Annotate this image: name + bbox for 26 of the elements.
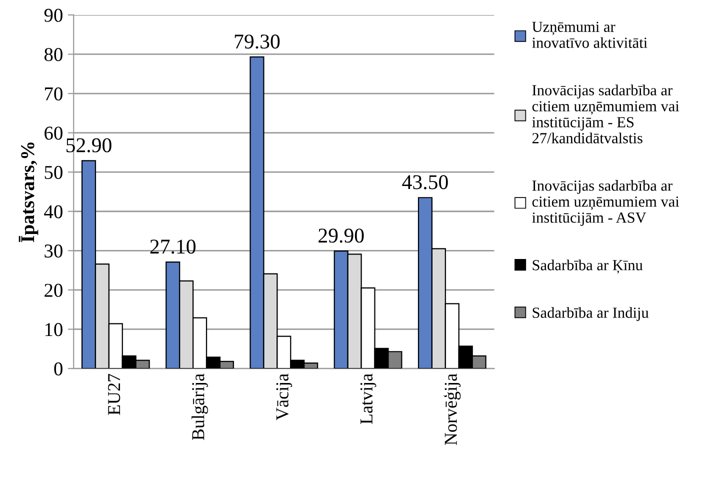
y-tick-label: 40 xyxy=(44,205,62,218)
y-tick-label: 80 xyxy=(44,48,62,62)
y-tick-label: 60 xyxy=(44,126,62,140)
y-tick-label: 20 xyxy=(44,284,62,297)
y-tick-label: 0 xyxy=(54,362,62,376)
y-tick-label: 30 xyxy=(44,244,62,258)
x-tick-label: Norvēģija xyxy=(444,374,461,446)
y-tick-label: 50 xyxy=(44,166,62,180)
data-label: 29.90 xyxy=(318,228,364,243)
y-tick-label: 70 xyxy=(45,87,62,100)
y-tick-label: 10 xyxy=(45,323,62,336)
data-label: 79.30 xyxy=(234,34,280,49)
x-tick-label: EU27 xyxy=(108,374,120,415)
legend-label: Sadarbība ar Ķīnu xyxy=(532,260,643,274)
data-label: 27.10 xyxy=(150,240,196,254)
legend-label: Uzņēmumi ar inovatīvo aktivitāti xyxy=(532,22,648,48)
y-tick-label: 90 xyxy=(44,8,62,22)
data-label: 43.50 xyxy=(402,175,448,190)
legend-label: Inovācijas sadarbība ar citiem uzņēmumiem vai institūcijām - ES 27/kandidātvalstis xyxy=(532,84,680,144)
x-tick-label: Vācija xyxy=(276,374,292,420)
y-axis-title: Īpatsvars,% xyxy=(18,142,38,242)
x-tick-label: Latvija xyxy=(360,374,376,424)
data-label: 52.90 xyxy=(66,138,112,152)
legend-label: Inovācijas sadarbība ar citiem uzņēmumiem vai institūcijām - ASV xyxy=(532,180,680,226)
x-tick-label: Bulgārija xyxy=(192,374,208,440)
legend-label: Sadarbība ar Indiju xyxy=(532,307,649,321)
